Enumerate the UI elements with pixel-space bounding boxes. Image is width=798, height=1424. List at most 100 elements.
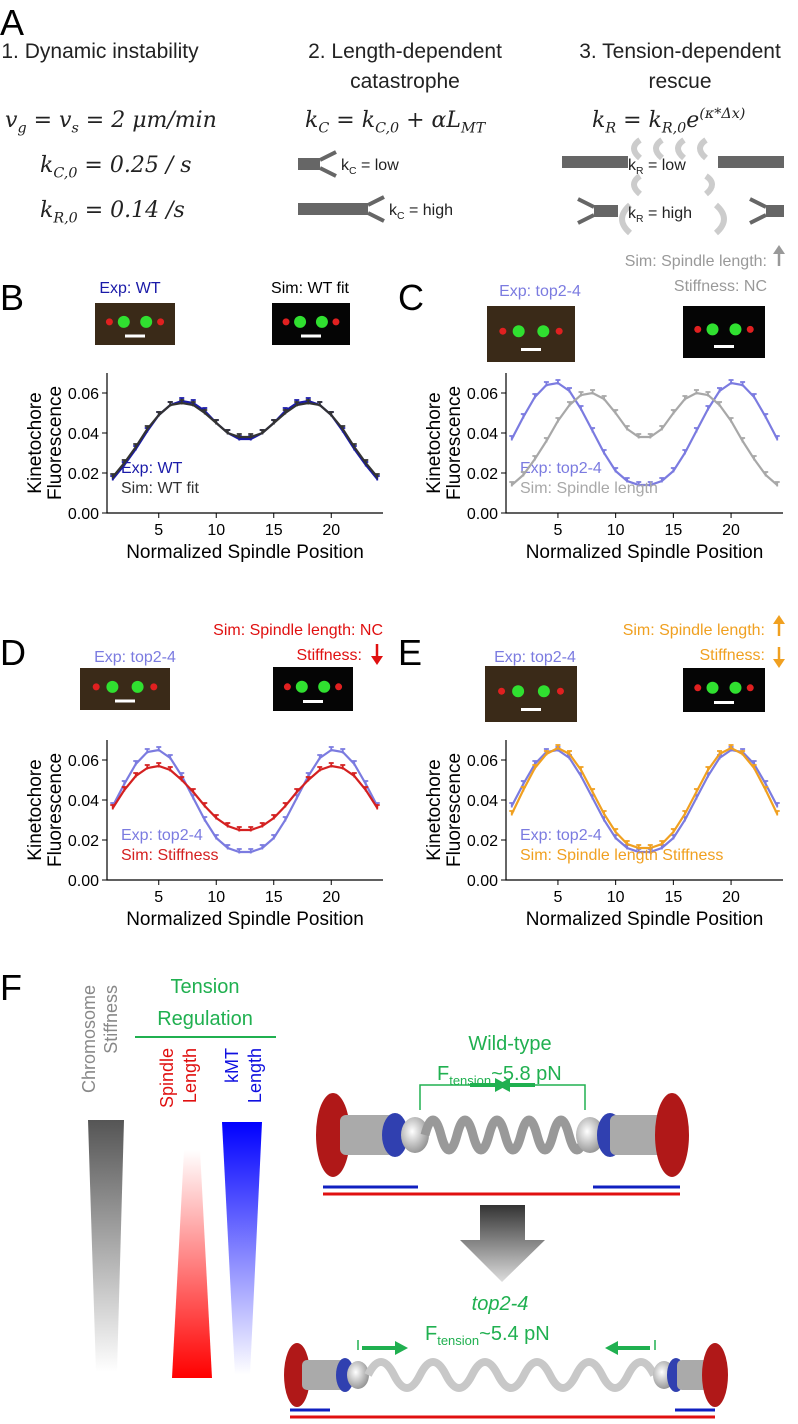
data-point <box>179 399 185 405</box>
spot <box>282 318 290 326</box>
kmt-gradient <box>222 1122 262 1375</box>
data-point <box>236 433 242 439</box>
data-point <box>693 389 699 395</box>
y-axis-label: Kinetochore <box>424 392 445 493</box>
data-point <box>728 417 734 423</box>
rate-label: kR = low <box>628 157 686 177</box>
data-point <box>271 419 277 425</box>
text-part: = k <box>616 108 662 133</box>
data-point <box>509 802 515 808</box>
change-arrow-head <box>773 659 785 668</box>
data-point <box>236 826 242 832</box>
scale-bar <box>521 348 541 351</box>
data-point <box>751 455 757 461</box>
data-point <box>636 844 642 850</box>
x-tick-label: 15 <box>664 522 682 539</box>
spot <box>140 315 153 328</box>
chart: Sim: Spindle length: Stiffness: NC Exp: to… <box>424 245 785 563</box>
text-part: ~5.8 pN <box>491 1063 562 1085</box>
tension-force: Ftension~5.8 pN <box>437 1063 562 1088</box>
panel-label: E <box>398 632 422 673</box>
data-point <box>340 764 346 770</box>
subscript: g <box>17 121 26 137</box>
spot <box>318 680 331 693</box>
legend-entry: Exp: WT <box>121 460 183 477</box>
text-part: = 2 μm/min <box>79 108 217 133</box>
spot <box>332 318 340 326</box>
x-tick-label: 15 <box>664 889 682 906</box>
legend-entry: Exp: top2-4 <box>121 827 203 844</box>
chart: Exp: WT Sim: WT fit 0.00 0.02 0.04 0.06 5 10 15 2… <box>25 280 383 563</box>
data-point <box>133 760 139 766</box>
data-point <box>190 788 196 794</box>
annotation: Exp: WT <box>99 280 161 297</box>
panel-label: F <box>0 967 22 1008</box>
data-point <box>532 764 538 770</box>
data-point <box>340 425 346 431</box>
data-point <box>156 746 162 752</box>
panel-label: C <box>398 277 424 318</box>
data-point <box>190 401 196 407</box>
annotation: Exp: top2-4 <box>494 649 576 666</box>
data-point <box>328 411 334 417</box>
annotation: Exp: top2-4 <box>94 649 176 666</box>
subscript: R <box>636 166 644 177</box>
data-point <box>144 748 150 754</box>
data-point <box>202 816 208 822</box>
data-point <box>248 433 254 439</box>
axis <box>106 740 383 881</box>
micrograph <box>485 666 577 722</box>
subscript: C,0 <box>375 121 399 137</box>
spot <box>512 325 525 338</box>
data-point <box>555 379 561 385</box>
y-axis-label: Fluorescence <box>444 753 465 867</box>
y-tick-label: 0.06 <box>68 753 99 770</box>
data-point <box>328 762 334 768</box>
data-point <box>566 401 572 407</box>
x-tick-label: 5 <box>553 889 562 906</box>
text-part: k <box>305 108 318 133</box>
data-point <box>659 840 665 846</box>
data-point <box>578 405 584 411</box>
data-point <box>225 844 231 850</box>
data-point <box>613 467 619 473</box>
condition-title: top2-4 <box>472 1293 529 1315</box>
data-point <box>520 471 526 477</box>
data-point <box>613 409 619 415</box>
stiffness-gradient <box>88 1120 124 1372</box>
data-point <box>225 429 231 435</box>
panel-label: B <box>0 277 24 318</box>
spot <box>499 327 507 335</box>
spot <box>694 325 702 333</box>
data-point <box>543 750 549 756</box>
data-point <box>682 449 688 455</box>
spot <box>315 315 328 328</box>
equation: kR = kR,0e(κ*Δx) <box>592 106 745 136</box>
data-point <box>225 822 231 828</box>
panel-label: D <box>0 632 26 673</box>
subscript: C <box>397 211 405 222</box>
data-point <box>156 411 162 417</box>
spot <box>117 315 130 328</box>
data-point <box>636 433 642 439</box>
x-tick-label: 10 <box>207 522 225 539</box>
data-point <box>682 810 688 816</box>
y-tick-label: 0.06 <box>467 753 498 770</box>
x-axis-label: Normalized Spindle Position <box>126 909 364 930</box>
data-point <box>647 433 653 439</box>
x-tick-label: 20 <box>322 522 340 539</box>
legend-entry: Sim: Spindle length Stiffness <box>520 847 723 864</box>
y-axis-label: Kinetochore <box>25 759 46 860</box>
series-line <box>510 748 779 854</box>
subscript: R,0 <box>661 121 686 137</box>
data-point <box>717 401 723 407</box>
wt-spindle <box>316 1078 689 1196</box>
data-point <box>705 405 711 411</box>
data-point <box>213 419 219 425</box>
spot <box>498 687 506 695</box>
data-point <box>763 786 769 792</box>
x-axis-label: Normalized Spindle Position <box>526 542 764 563</box>
data-point <box>351 760 357 766</box>
y-axis-label: Kinetochore <box>25 392 46 493</box>
panel-label: A <box>0 2 24 43</box>
